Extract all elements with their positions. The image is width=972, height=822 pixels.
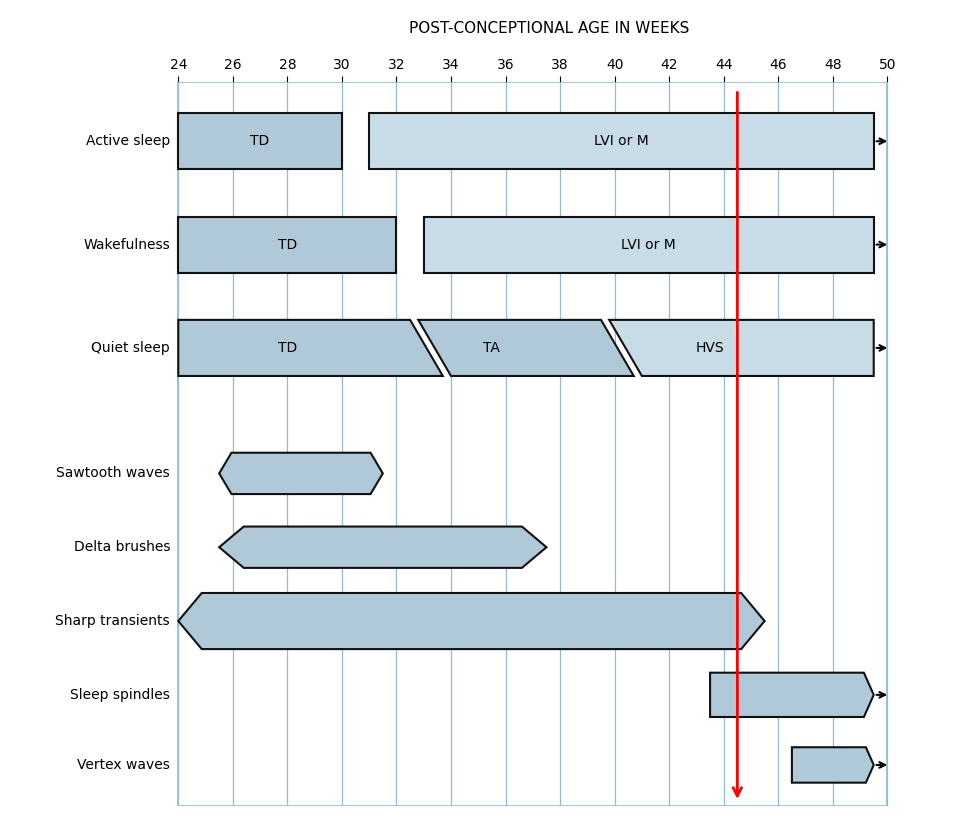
Text: HVS: HVS (696, 341, 724, 355)
Polygon shape (178, 320, 443, 376)
Text: TD: TD (278, 238, 297, 252)
Text: Sharp transients: Sharp transients (55, 614, 170, 628)
Text: Active sleep: Active sleep (86, 134, 170, 148)
Bar (369, 113, 874, 169)
Text: TA: TA (483, 341, 501, 355)
Text: Sleep spindles: Sleep spindles (70, 688, 170, 702)
Text: TD: TD (251, 134, 269, 148)
Polygon shape (711, 672, 874, 717)
Polygon shape (609, 320, 874, 376)
Text: LVI or M: LVI or M (594, 134, 649, 148)
Text: Sawtooth waves: Sawtooth waves (56, 466, 170, 480)
Text: Delta brushes: Delta brushes (74, 540, 170, 554)
Polygon shape (792, 747, 874, 783)
Polygon shape (220, 453, 383, 494)
Polygon shape (178, 593, 765, 649)
Bar (178, 216, 397, 273)
Bar (178, 113, 342, 169)
Polygon shape (220, 527, 546, 568)
Polygon shape (418, 320, 634, 376)
Text: Wakefulness: Wakefulness (84, 238, 170, 252)
Bar (424, 216, 874, 273)
Text: LVI or M: LVI or M (621, 238, 677, 252)
Title: POST-CONCEPTIONAL AGE IN WEEKS: POST-CONCEPTIONAL AGE IN WEEKS (409, 21, 689, 36)
Text: TD: TD (278, 341, 297, 355)
Text: Vertex waves: Vertex waves (77, 758, 170, 772)
Text: Quiet sleep: Quiet sleep (91, 341, 170, 355)
